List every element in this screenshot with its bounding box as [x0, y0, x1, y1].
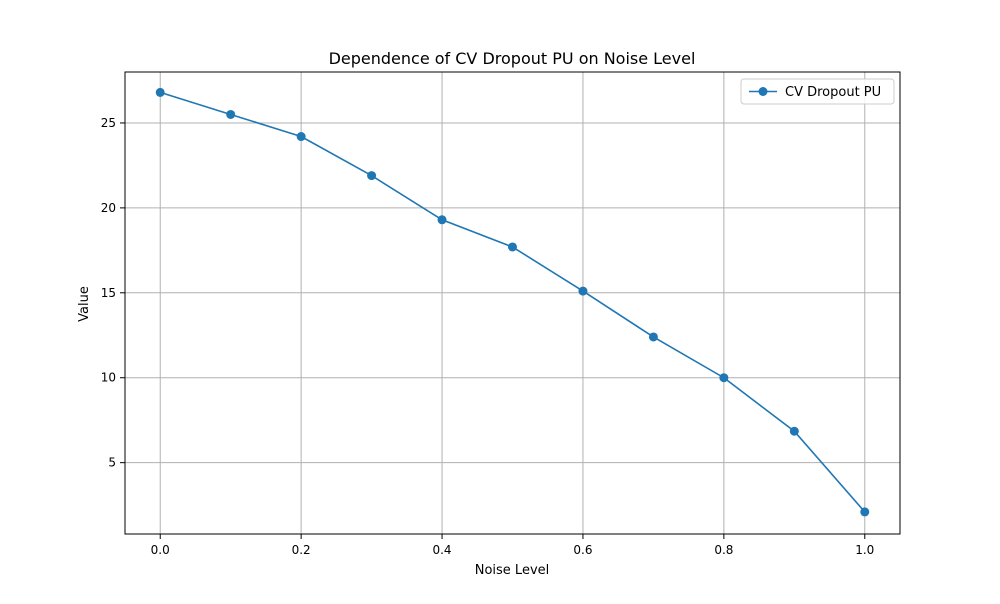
x-tick-label: 1.0 — [855, 543, 874, 557]
data-point — [296, 132, 306, 142]
y-tick-label: 15 — [101, 286, 116, 300]
chart-title: Dependence of CV Dropout PU on Noise Lev… — [329, 49, 696, 68]
data-point — [578, 286, 588, 296]
data-point — [789, 426, 799, 436]
x-tick-label: 0.6 — [573, 543, 592, 557]
series-group — [155, 87, 870, 517]
data-point — [648, 332, 658, 342]
plot-frame — [124, 71, 901, 535]
legend-marker — [758, 87, 768, 96]
data-point — [508, 242, 517, 252]
x-tick-label: 0.4 — [432, 543, 451, 557]
y-tick-label: 20 — [101, 201, 116, 215]
axes: 0.0 0.2 0.4 0.6 0.8 1.0 5 10 15 20 25 — [101, 71, 901, 557]
y-tick-label: 5 — [108, 456, 116, 470]
legend-box — [740, 78, 895, 105]
grid-lines — [125, 72, 900, 534]
data-point — [860, 507, 870, 517]
x-axis-label: Noise Level — [475, 563, 550, 578]
x-tick-label: 0.0 — [151, 543, 170, 557]
legend: CV Dropout PU — [740, 78, 895, 105]
data-point — [719, 373, 729, 383]
x-tick-label: 0.8 — [714, 543, 733, 557]
y-tick-label: 10 — [101, 371, 116, 385]
data-point — [437, 215, 447, 225]
legend-label: CV Dropout PU — [785, 85, 881, 100]
y-tick-label: 25 — [101, 116, 116, 130]
x-tick-label: 0.2 — [292, 543, 311, 557]
y-axis-label: Value — [77, 286, 92, 322]
data-point — [155, 87, 165, 97]
data-point — [367, 171, 377, 181]
series-line — [159, 91, 866, 513]
data-point — [226, 109, 236, 119]
